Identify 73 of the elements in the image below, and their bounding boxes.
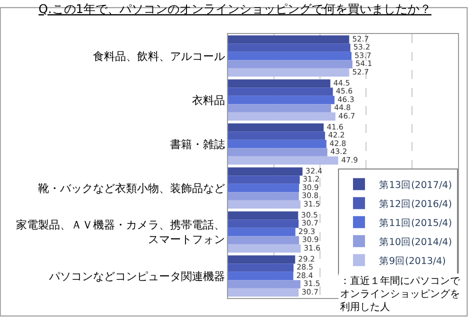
data-label: 30.7 [302, 218, 319, 228]
bar [228, 167, 303, 176]
bar [228, 255, 296, 264]
bar [228, 264, 294, 272]
annotation: ：直近１年間にパソコンでオンラインショッピングを利用した人 [340, 275, 461, 313]
bar [228, 211, 298, 220]
data-label: 30.7 [302, 287, 319, 296]
data-label: 53.2 [353, 42, 370, 52]
y-tick-label: 靴・バックなど衣類小物、装飾品など [38, 182, 225, 195]
bar [228, 44, 350, 52]
legend-label: 第11回(2015/4) [379, 216, 452, 229]
bar [228, 156, 338, 165]
bar [228, 176, 300, 184]
data-label: 43.2 [330, 147, 348, 156]
bar [228, 200, 300, 209]
data-label: 52.7 [352, 34, 370, 44]
data-label: 54.1 [355, 59, 372, 68]
data-label: 46.7 [338, 111, 356, 120]
y-tick-label: 衣料品 [192, 94, 225, 107]
bar [228, 184, 300, 192]
data-label: 31.5 [303, 199, 320, 208]
data-label: 31.5 [303, 279, 320, 288]
data-label: 32.4 [306, 166, 322, 176]
data-label: 29.2 [298, 254, 316, 264]
bar [228, 148, 328, 156]
data-label: 28.5 [296, 262, 314, 272]
bar [228, 228, 296, 236]
bar [228, 220, 299, 228]
bar [228, 244, 301, 253]
bar [228, 96, 334, 104]
bar [228, 68, 350, 77]
bar [228, 52, 352, 60]
bar [228, 280, 300, 288]
bar [228, 140, 326, 148]
data-label: 29.3 [298, 226, 316, 236]
bar [228, 123, 324, 132]
y-tick-label: 家電製品、ＡＶ機器・カメラ、携帯電話、スマートフォン [16, 218, 225, 246]
bar [228, 132, 326, 140]
bar [228, 288, 299, 297]
data-label: 30.9 [302, 235, 320, 244]
bar [228, 236, 300, 244]
y-tick-label: パソコンなどコンピュータ関連機器 [48, 270, 225, 283]
bar [228, 272, 294, 280]
data-label: 31.6 [304, 243, 321, 252]
data-label: 30.5 [301, 210, 318, 220]
legend-label: 第9回(2013/4) [379, 254, 446, 267]
data-label: 44.5 [333, 78, 350, 88]
bar [228, 192, 299, 200]
bar [228, 104, 332, 112]
data-label: 45.6 [336, 86, 353, 96]
legend-label: 第13回(2017/4) [379, 178, 452, 191]
data-label: 42.8 [329, 138, 346, 148]
data-label: 30.8 [302, 191, 319, 200]
bar [228, 79, 330, 88]
y-tick-label: 食料品、飲料、アルコール [92, 50, 225, 63]
data-label: 46.3 [338, 94, 354, 104]
data-label: 30.9 [302, 182, 320, 192]
bar [228, 35, 350, 44]
data-label: 28.4 [296, 270, 314, 280]
data-label: 41.6 [326, 122, 344, 132]
chart-title: Q.この1年で、パソコンのオンラインショッピングで何を買いましたか？ [38, 2, 432, 16]
legend-label: 第10回(2014/4) [379, 236, 452, 248]
data-label: 47.9 [341, 155, 358, 164]
bar [228, 88, 333, 96]
data-label: 42.2 [328, 130, 346, 140]
bar [228, 112, 336, 121]
data-label: 44.8 [334, 103, 351, 112]
data-label: 53.7 [354, 50, 372, 60]
bar [228, 60, 352, 68]
data-label: 52.7 [352, 67, 370, 76]
data-label: 31.2 [302, 174, 320, 184]
legend-label: 第12回(2016/4) [379, 198, 452, 210]
y-tick-label: 書籍・雑誌 [170, 138, 225, 151]
